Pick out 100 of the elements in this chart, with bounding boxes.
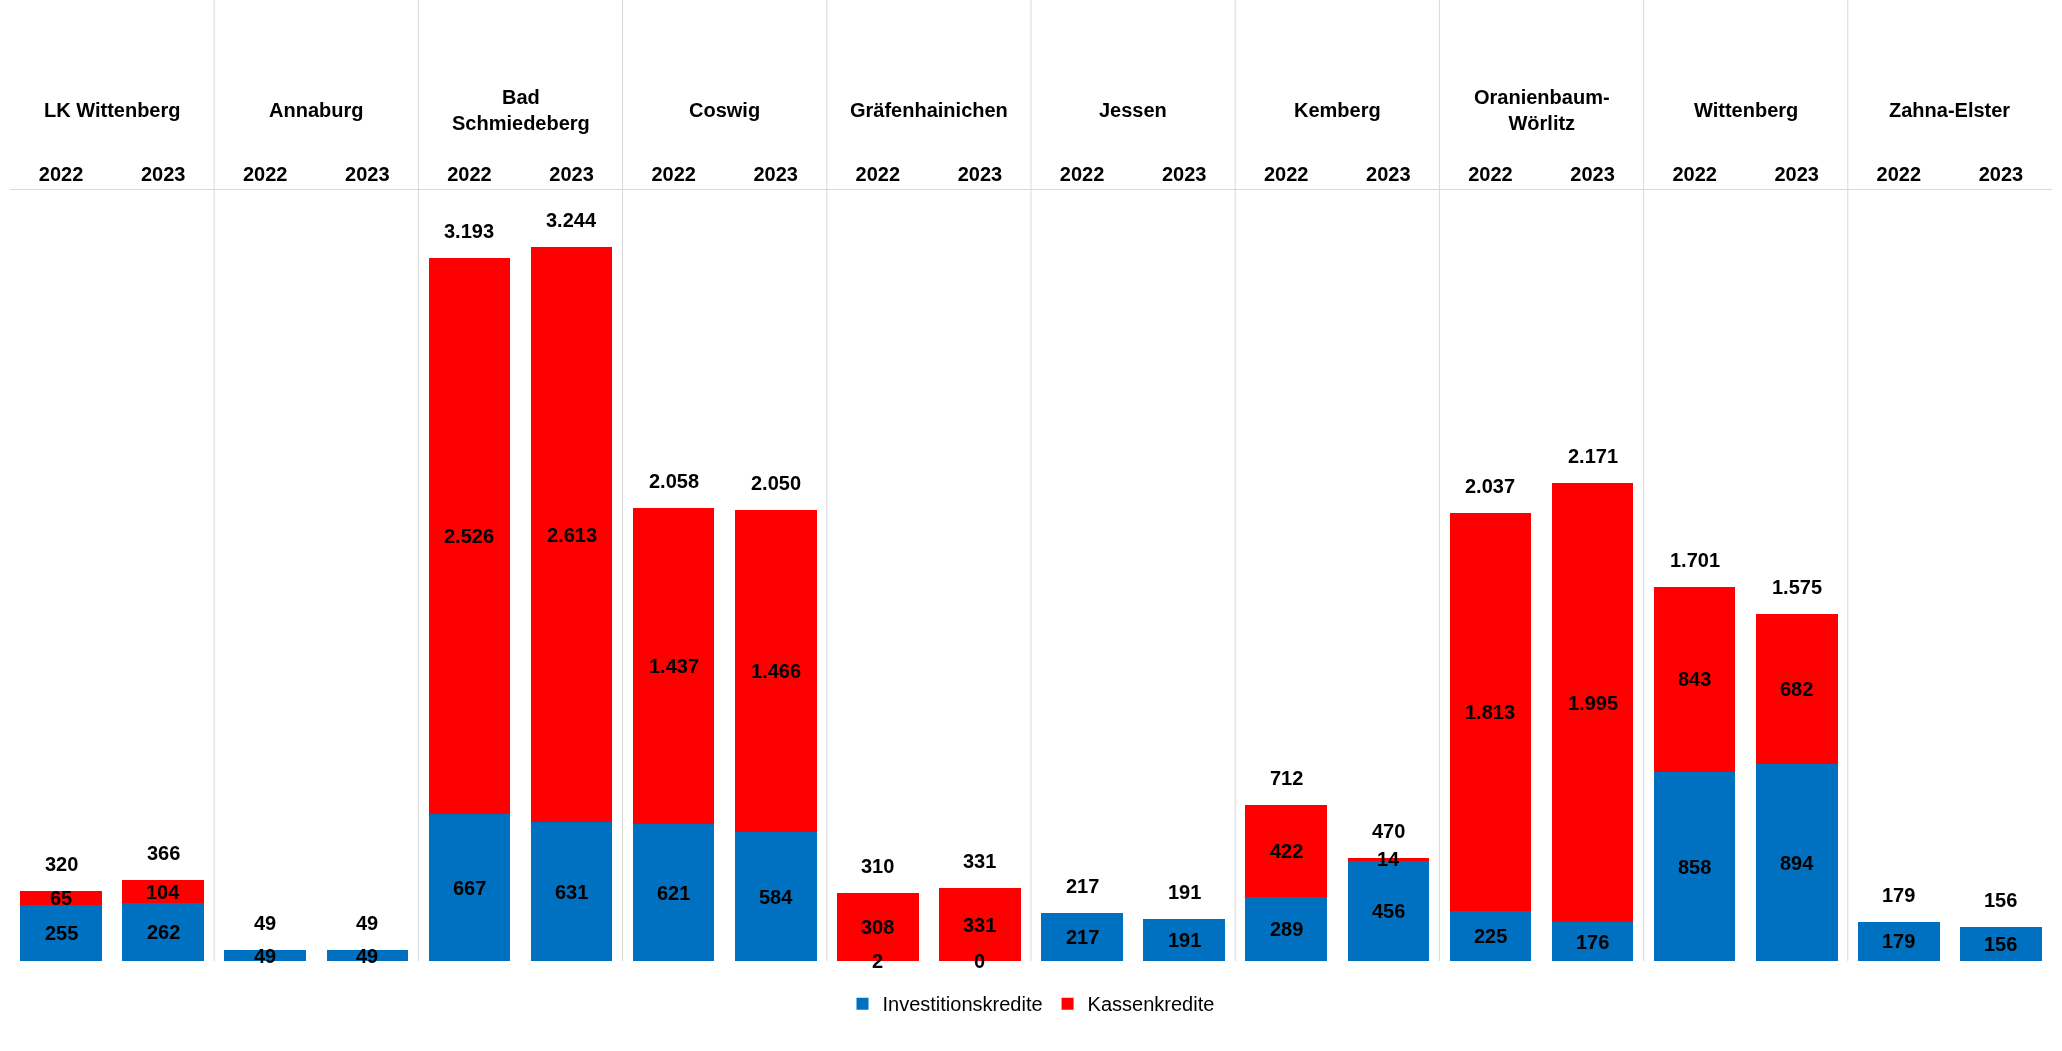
data-label: 156: [1984, 933, 2018, 955]
x-tick-label: 2023: [345, 163, 390, 185]
total-label: 179: [1882, 884, 1916, 906]
total-label: 2.058: [649, 470, 700, 492]
total-label: 2.171: [1568, 445, 1619, 467]
bar: [1755, 764, 1838, 961]
bar: [1858, 921, 1940, 961]
bar: [632, 824, 715, 961]
x-tick-label: 2023: [1570, 163, 1615, 185]
x-tick-label: 2022: [1264, 163, 1309, 185]
data-label: 14: [1377, 848, 1401, 870]
text: Kemberg: [1294, 99, 1381, 121]
data-label: 584: [759, 886, 794, 908]
data-label: 217: [1066, 926, 1100, 948]
legend-label: Investitionskredite: [882, 993, 1043, 1016]
text: Jessen: [1099, 99, 1167, 121]
text: Gräfenhainichen: [850, 99, 1008, 121]
total-label: 1.575: [1772, 576, 1823, 598]
data-label: 255: [45, 922, 79, 944]
total-label: 470: [1372, 820, 1406, 842]
bar: [734, 509, 817, 833]
total-label: 49: [254, 912, 277, 934]
text: Zahna-Elster: [1889, 99, 2011, 121]
x-tick-label: 2022: [855, 163, 901, 185]
data-label: 262: [147, 921, 181, 943]
data-label: 65: [50, 887, 73, 909]
total-label: 191: [1168, 881, 1202, 903]
bar: [1653, 772, 1736, 961]
bar: [1551, 922, 1634, 961]
x-tick-label: 2022: [447, 163, 492, 185]
total-label: 3.193: [444, 220, 495, 242]
x-tick-label: 2022: [1876, 163, 1922, 185]
text: Coswig: [689, 99, 761, 121]
bar: [632, 508, 715, 825]
data-label: 1.995: [1568, 692, 1619, 714]
data-label: 1.813: [1465, 701, 1516, 723]
total-label: 156: [1984, 889, 2018, 911]
x-tick-label: 2023: [140, 163, 186, 185]
data-label: 2.613: [547, 524, 598, 546]
text: Oranienbaum-Wörlitz: [1474, 86, 1610, 134]
data-label: 422: [1270, 840, 1304, 862]
total-label: 49: [356, 912, 379, 934]
data-label: 176: [1576, 931, 1610, 953]
x-tick-label: 2023: [1366, 163, 1411, 185]
data-label: 843: [1678, 668, 1712, 690]
data-label: 225: [1474, 925, 1508, 947]
legend-label: Kassenkredite: [1087, 993, 1215, 1016]
bar: [1143, 918, 1225, 961]
bar: [1449, 512, 1532, 912]
text: Annaburg: [269, 99, 364, 121]
x-tick-label: 2022: [38, 163, 84, 185]
total-label: 217: [1066, 875, 1100, 897]
x-tick-label: 2023: [1774, 163, 1819, 185]
data-label: 667: [453, 877, 487, 899]
data-label: 894: [1780, 852, 1815, 874]
total-label: 366: [147, 842, 181, 864]
x-tick-label: 2023: [753, 163, 798, 185]
total-label: 310: [861, 855, 895, 877]
bar: [1653, 586, 1736, 773]
total-label: 2.037: [1465, 475, 1516, 497]
x-tick-label: 2022: [1672, 163, 1717, 185]
bar: [20, 904, 102, 961]
data-label: 2.526: [444, 525, 495, 547]
text: Wittenberg: [1694, 99, 1799, 121]
bar: [1041, 913, 1123, 961]
text: Bad Schmiedeberg: [452, 86, 590, 134]
bar: [1245, 804, 1328, 898]
x-tick-label: 2023: [1161, 163, 1207, 185]
data-label: 104: [146, 881, 181, 903]
x-tick-label: 2022: [651, 163, 696, 185]
data-label: 308: [861, 916, 895, 938]
bar: [530, 247, 613, 823]
bar: [428, 258, 511, 815]
data-label: 1.466: [751, 660, 802, 682]
bar: [1449, 911, 1532, 961]
x-tick-label: 2022: [243, 163, 288, 185]
bar: [122, 903, 204, 961]
total-label: 712: [1270, 767, 1304, 789]
x-tick-label: 2023: [957, 163, 1003, 185]
data-label: 858: [1678, 856, 1712, 878]
x-tick-label: 2023: [1978, 163, 2024, 185]
data-label: 191: [1168, 929, 1202, 951]
bar: [734, 832, 817, 961]
data-label: 1.437: [649, 655, 700, 677]
bar: [1551, 483, 1634, 923]
data-label: 682: [1780, 678, 1814, 700]
bar: [1245, 897, 1328, 961]
x-tick-label: 2022: [1468, 163, 1513, 185]
total-label: 331: [963, 850, 997, 872]
data-label: 621: [657, 882, 691, 904]
data-label: 331: [963, 914, 997, 936]
data-label: 179: [1882, 930, 1916, 952]
bar: [530, 822, 613, 961]
data-label: 631: [555, 881, 589, 903]
data-label: 289: [1270, 918, 1304, 940]
data-label: 456: [1372, 900, 1406, 922]
bar: [428, 814, 511, 961]
x-tick-label: 2023: [549, 163, 594, 185]
bar: [1755, 614, 1838, 765]
total-label: 320: [45, 853, 79, 875]
